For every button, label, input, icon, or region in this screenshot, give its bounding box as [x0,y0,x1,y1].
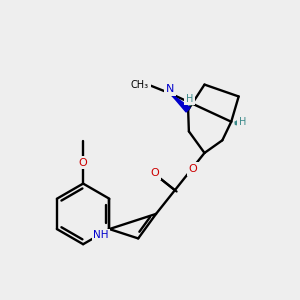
Text: NH: NH [93,230,109,240]
Text: N: N [166,84,175,94]
Text: O: O [79,158,88,168]
Text: O: O [188,164,197,174]
Text: O: O [150,168,159,178]
Text: CH₃: CH₃ [131,80,149,90]
Text: H: H [239,117,246,127]
Text: H: H [186,94,193,103]
Polygon shape [170,94,190,112]
